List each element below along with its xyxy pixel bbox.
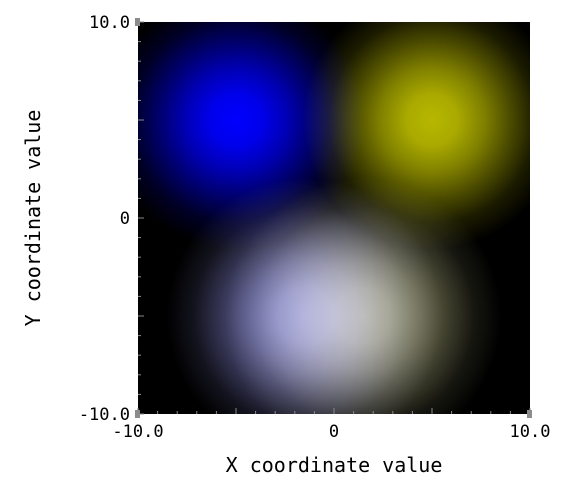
x-tick-label: 0 (329, 422, 339, 442)
density-blobs (138, 22, 530, 414)
y-tick-label: -10.0 (79, 405, 130, 425)
density-blob (225, 178, 502, 414)
tick-labels: -10.0 0 10.0 10.0 0 -10.0 (79, 13, 551, 442)
y-axis-title: Y coordinate value (21, 110, 45, 327)
x-tick-label: 10.0 (510, 422, 551, 442)
y-tick-label: 10.0 (89, 13, 130, 33)
axis-ticks (137, 21, 531, 415)
y-tick-label: 0 (120, 209, 130, 229)
x-tick-label: -10.0 (112, 422, 163, 442)
axis-corner-marker (135, 18, 140, 26)
x-axis-title: X coordinate value (226, 453, 443, 477)
